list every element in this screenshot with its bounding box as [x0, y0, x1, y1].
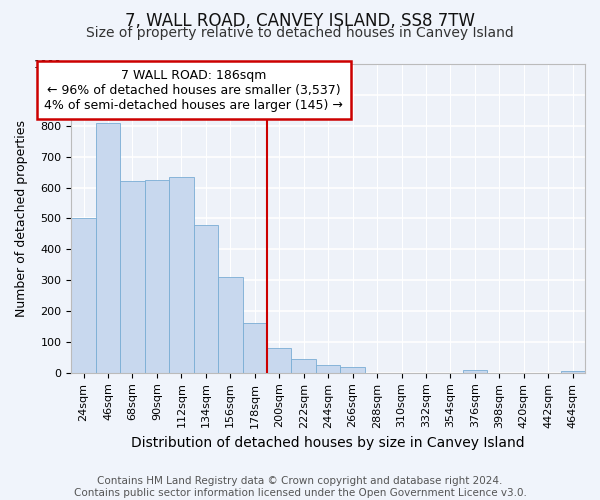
Bar: [169, 176, 194, 373]
Bar: [316, 365, 340, 373]
Bar: [292, 359, 316, 373]
Bar: [340, 366, 365, 373]
Bar: [71, 218, 96, 373]
Bar: [194, 224, 218, 373]
Bar: [120, 182, 145, 373]
Bar: [145, 180, 169, 373]
Bar: [463, 370, 487, 373]
Bar: [218, 277, 242, 373]
Bar: [96, 122, 120, 373]
Bar: [242, 324, 267, 373]
Text: Contains HM Land Registry data © Crown copyright and database right 2024.
Contai: Contains HM Land Registry data © Crown c…: [74, 476, 526, 498]
Bar: [267, 348, 292, 373]
Y-axis label: Number of detached properties: Number of detached properties: [15, 120, 28, 317]
Text: 7 WALL ROAD: 186sqm
← 96% of detached houses are smaller (3,537)
4% of semi-deta: 7 WALL ROAD: 186sqm ← 96% of detached ho…: [44, 68, 343, 112]
Text: Size of property relative to detached houses in Canvey Island: Size of property relative to detached ho…: [86, 26, 514, 40]
Bar: [560, 372, 585, 373]
X-axis label: Distribution of detached houses by size in Canvey Island: Distribution of detached houses by size …: [131, 436, 525, 450]
Text: 7, WALL ROAD, CANVEY ISLAND, SS8 7TW: 7, WALL ROAD, CANVEY ISLAND, SS8 7TW: [125, 12, 475, 30]
